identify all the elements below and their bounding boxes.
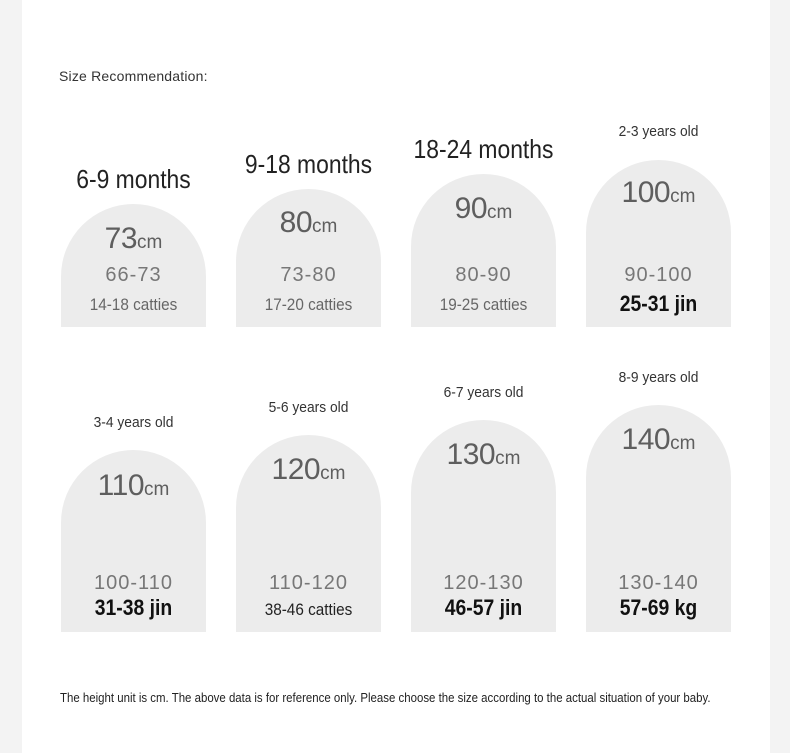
weight-range: 38-46 catties [264,600,353,619]
height-value: 80cm [279,206,338,239]
weight-range: 57-69 kg [619,595,698,620]
age-label: 6-7 years old [443,384,524,401]
footnote-text: The height unit is cm. The above data is… [60,690,711,705]
age-label: 18-24 months [413,134,554,164]
weight-range: 17-20 catties [264,295,353,314]
size-card-5-6-years: 5-6 years old 120cm 110-120 38-46 cattie… [236,397,381,632]
size-card-6-7-years: 6-7 years old 130cm 120-130 46-57 jin [411,382,556,632]
height-range: 73-80 [280,264,337,286]
height-value: 120cm [271,453,346,486]
height-value: 130cm [446,438,521,471]
height-value: 110cm [97,469,170,502]
arch-shape: 120cm 110-120 38-46 catties [236,435,381,632]
arch-shape: 130cm 120-130 46-57 jin [411,420,556,632]
height-value: 100cm [621,176,696,209]
height-range: 100-110 [94,572,173,594]
size-card-8-9-years: 8-9 years old 140cm 130-140 57-69 kg [586,367,731,632]
arch-shape: 140cm 130-140 57-69 kg [586,405,731,632]
size-card-2-3-years: 2-3 years old 100cm 90-100 25-31 jin [586,120,731,327]
weight-range: 46-57 jin [444,595,523,620]
weight-range: 31-38 jin [94,595,173,620]
height-range: 90-100 [624,264,693,286]
arch-shape: 73cm 66-73 14-18 catties [61,204,206,327]
height-range: 120-130 [443,572,524,594]
height-range: 130-140 [618,572,699,594]
height-range: 66-73 [105,264,162,286]
height-value: 140cm [621,423,696,456]
age-label: 3-4 years old [93,414,174,431]
arch-shape: 90cm 80-90 19-25 catties [411,174,556,327]
height-value: 90cm [454,192,513,225]
size-card-9-18-months: 9-18 months 80cm 73-80 17-20 catties [236,145,381,327]
age-label: 5-6 years old [268,399,349,416]
height-range: 80-90 [455,264,512,286]
height-range: 110-120 [269,572,348,594]
weight-range: 19-25 catties [439,295,528,314]
size-card-3-4-years: 3-4 years old 110cm 100-110 31-38 jin [61,412,206,632]
size-card-6-9-months: 6-9 months 73cm 66-73 14-18 catties [61,160,206,327]
age-label: 8-9 years old [618,369,699,386]
age-label: 6-9 months [76,164,191,194]
weight-range: 25-31 jin [619,291,698,316]
size-card-18-24-months: 18-24 months 90cm 80-90 19-25 catties [411,130,556,327]
height-value: 73cm [104,222,163,255]
weight-range: 14-18 catties [89,295,178,314]
arch-shape: 100cm 90-100 25-31 jin [586,160,731,327]
arch-shape: 110cm 100-110 31-38 jin [61,450,206,632]
age-label: 2-3 years old [618,123,699,140]
age-label: 9-18 months [244,149,373,179]
size-recommendation-heading: Size Recommendation: [59,68,208,84]
arch-shape: 80cm 73-80 17-20 catties [236,189,381,327]
